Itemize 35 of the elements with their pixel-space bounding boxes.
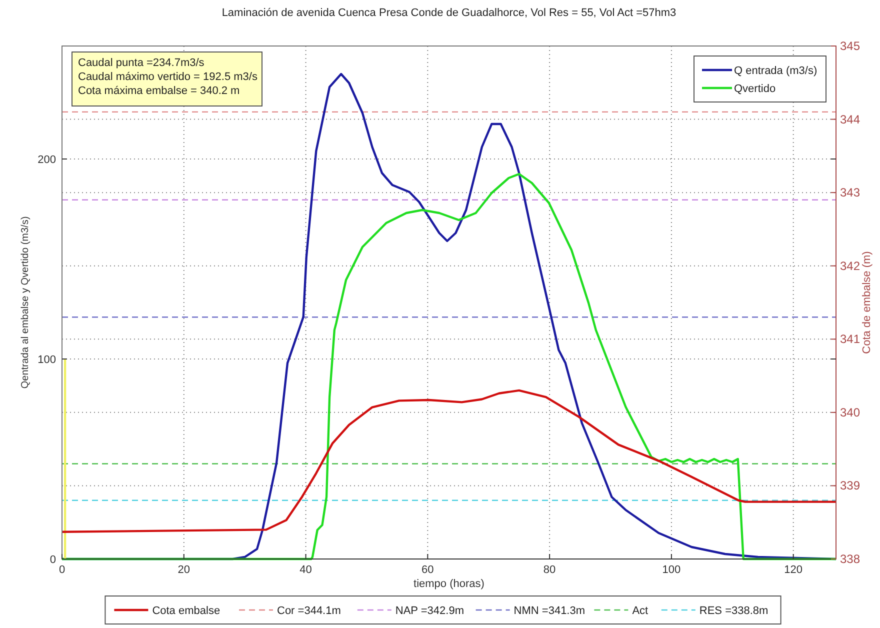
legend-label: NAP =342.9m <box>395 605 464 617</box>
legend-label: Cor =344.1m <box>277 605 341 617</box>
legend-label: NMN =341.3m <box>514 605 586 617</box>
y2-tick-label: 343 <box>840 186 860 200</box>
x-tick-label: 60 <box>422 564 434 576</box>
y2-tick-label: 344 <box>840 112 860 126</box>
y2-tick-label: 345 <box>840 39 860 53</box>
y2-tick-label: 340 <box>840 405 860 420</box>
x-axis-title: tiempo (horas) <box>414 578 484 590</box>
x-tick-label: 80 <box>543 564 556 576</box>
y-tick-label: 0 <box>50 554 56 566</box>
y2-tick-label: 341 <box>840 332 860 346</box>
annotation: Caudal máximo vertido = 192.5 m3/s <box>78 71 258 83</box>
annotation: Caudal punta =234.7m3/s <box>78 57 205 69</box>
chart-title: Laminación de avenida Cuenca Presa Conde de Guadalhorce, Vol Res = 55, Vol Act =57hm3 <box>222 7 676 19</box>
line-series <box>60 172 838 560</box>
y-axis-title: Qentrada al embalse y Qvertido (m3/s) <box>20 216 31 389</box>
legend-label: Cota embalse <box>152 605 220 617</box>
y2-tick-label: 342 <box>840 258 860 273</box>
x-tick-label: 20 <box>178 564 190 576</box>
y2-axis-title: Cota de embalse (m) <box>861 251 873 354</box>
annotation: Cota máxima embalse = 340.2 m <box>78 85 240 97</box>
x-tick-label: 40 <box>300 564 312 576</box>
x-tick-label: 120 <box>784 564 803 576</box>
line-series <box>60 389 838 533</box>
legend-label: Qvertido <box>734 83 776 95</box>
legend-label: RES =338.8m <box>699 605 768 617</box>
legend-label: Q entrada (m3/s) <box>734 65 818 77</box>
x-tick-label: 0 <box>58 564 66 576</box>
legend-label: Act <box>632 605 648 617</box>
y-tick-label: 100 <box>38 354 56 366</box>
y2-tick-label: 338 <box>840 552 860 566</box>
y-tick-label: 200 <box>38 154 56 166</box>
x-tick-label: 100 <box>662 564 681 576</box>
y2-tick-label: 339 <box>840 478 860 493</box>
